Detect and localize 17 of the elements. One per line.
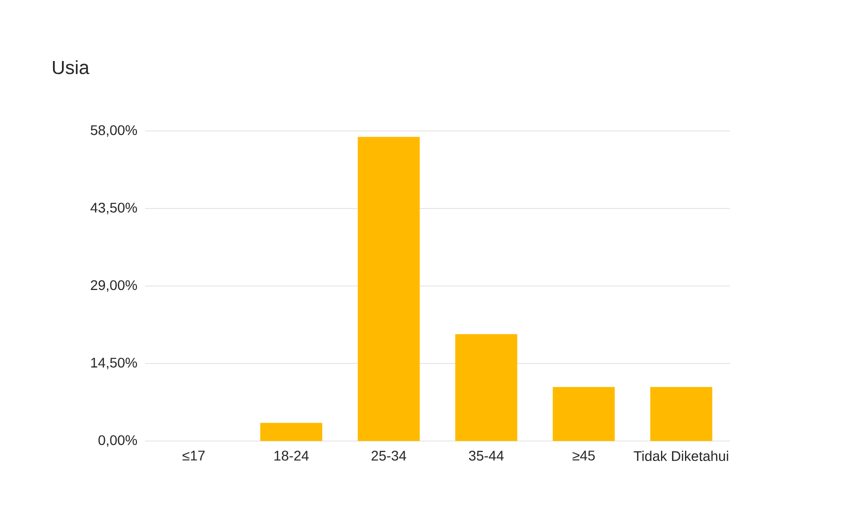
bar	[552, 387, 615, 441]
x-tick-label: 35-44	[468, 450, 504, 461]
x-tick-label: Tidak Diketahui	[634, 450, 728, 462]
x-tick-label: 18-24	[274, 450, 309, 461]
y-tick-label: 0,00%	[98, 435, 137, 447]
bar	[455, 334, 518, 441]
y-tick-label: 43,50%	[90, 202, 137, 214]
bar	[650, 387, 712, 441]
x-tick-label: ≥45	[572, 450, 595, 461]
y-tick-label: 14,50%	[91, 358, 137, 370]
x-tick-label: 25-34	[372, 450, 406, 461]
bar	[260, 422, 322, 441]
chart-title: Usia	[52, 60, 90, 74]
y-tick-label: 29,00%	[90, 280, 137, 292]
y-tick-label: 58,00%	[90, 125, 137, 137]
bar	[358, 136, 420, 441]
x-tick-label: ≤17	[182, 450, 205, 460]
